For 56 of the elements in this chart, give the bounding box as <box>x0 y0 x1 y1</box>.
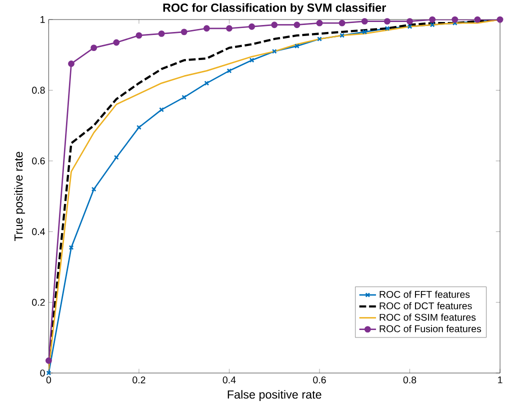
y-tick-label: 0 <box>40 369 45 376</box>
point <box>340 32 345 38</box>
point <box>384 26 390 31</box>
point <box>294 43 300 48</box>
x-tick-label: 0.6 <box>313 376 326 384</box>
point <box>136 32 142 39</box>
point <box>249 58 254 63</box>
legend-label: ROC of SSIM features <box>380 313 476 321</box>
point <box>180 28 188 36</box>
point <box>407 24 412 29</box>
point <box>317 36 322 42</box>
y-tick-label: 0.4 <box>32 228 45 235</box>
point <box>429 16 436 23</box>
x-tick-label: 1 <box>498 376 502 384</box>
point <box>114 154 119 160</box>
point <box>362 29 368 34</box>
x-tick-label: 0 <box>46 376 52 384</box>
point <box>248 23 256 30</box>
point <box>294 22 300 28</box>
point <box>136 124 142 130</box>
point <box>226 68 232 74</box>
y-tick-label: 0.8 <box>32 86 45 94</box>
x-tick-label: 0.8 <box>403 376 416 384</box>
y-tick-label: 0.6 <box>32 157 45 164</box>
y-tick-label: 1 <box>40 16 45 23</box>
y-tick-label: 0.2 <box>32 298 45 306</box>
y-axis-title: True positive rate <box>14 152 26 241</box>
legend-label: ROC of FFT features <box>380 290 470 298</box>
point <box>204 80 210 86</box>
point <box>474 16 481 23</box>
point <box>452 16 458 23</box>
point <box>271 22 278 28</box>
point <box>45 357 52 364</box>
point <box>203 25 210 32</box>
point <box>91 186 96 192</box>
point <box>406 18 413 24</box>
legend-label: ROC of Fusion features <box>380 324 482 332</box>
point <box>90 44 98 51</box>
point <box>361 18 368 24</box>
point <box>226 25 232 32</box>
point <box>430 22 435 28</box>
point <box>158 30 165 37</box>
point <box>316 20 323 26</box>
point <box>182 94 187 100</box>
x-tick-label: 0.2 <box>132 376 146 384</box>
point <box>68 244 74 250</box>
point <box>338 20 346 26</box>
point <box>272 48 277 54</box>
point <box>384 18 390 24</box>
point <box>68 60 74 67</box>
x-tick-label: 0.4 <box>222 376 236 384</box>
point <box>113 39 120 46</box>
chart-title: ROC for Classification by SVM classifier <box>163 3 386 14</box>
legend-label: ROC of DCT features <box>380 302 472 310</box>
x-axis-title: False positive rate <box>228 390 322 401</box>
point <box>159 107 164 112</box>
